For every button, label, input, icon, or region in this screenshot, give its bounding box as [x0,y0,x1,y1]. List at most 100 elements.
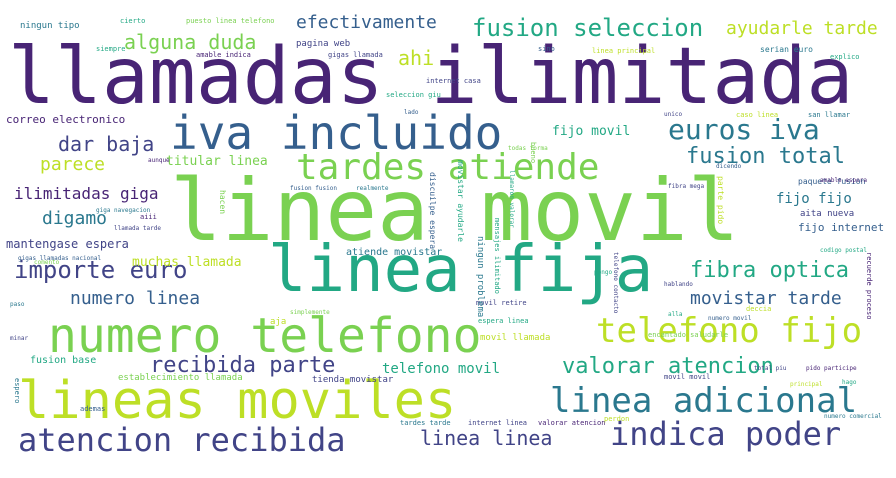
word: simplemente [290,309,330,316]
word: movistar ayudarle [456,160,465,242]
word: perdon [604,415,630,423]
word: total piu [754,365,787,372]
word: fusion base [30,355,97,366]
word: llamaron valorar [508,170,515,228]
word: siempre [96,45,126,53]
word: alla [668,311,683,318]
word: alguna duda [124,30,257,54]
word: ilimitadas giga [14,184,159,203]
word: fijo internet [798,221,885,234]
word: ademas [80,405,106,413]
word: ayudarle tarde [726,18,878,39]
word: internet linea [468,419,528,427]
word: fijo fijo [776,191,852,207]
word: principal [790,381,823,388]
word: amable indica [196,51,251,59]
word: bueno [529,142,537,164]
word: todas forma [508,145,548,152]
word: minar [10,335,29,342]
word: lineas moviles [18,371,457,431]
word: valorar atencion [562,354,774,379]
word: linea linea [420,426,553,450]
word: espera linea [478,317,529,325]
word: movistar tarde [690,288,842,309]
word: deccia [746,305,772,313]
word: puesto linea telefono [186,17,275,25]
word: fijo movil [552,124,631,139]
word: cierto [120,17,146,25]
word: indica poder [610,415,842,453]
word: encantado saludarle [648,331,729,339]
word: recuerde proceso [865,252,873,320]
word: hacen [218,190,227,215]
word: digamo [42,208,108,229]
word: linea adicional [550,381,858,421]
word: euros iva [668,113,820,146]
word: aunque [148,157,170,164]
word: correo electronico [6,113,126,126]
word: numero comercial [824,413,882,420]
word: fusion total [686,144,845,169]
word: caso linea [736,111,779,119]
word: pido participe [806,365,857,372]
word: linea principal [592,47,656,55]
word: aita nueva [800,209,855,219]
word: iva incluido [170,106,503,160]
word: llamadas ilimitada [8,32,854,122]
word: telefono fijo [596,311,863,351]
word: lado [404,109,419,116]
word: llamada tarde [114,225,161,232]
word: sino [538,45,555,53]
word: unico [664,111,683,118]
word: establecimiento llamada [118,373,243,383]
word: numero linea [70,288,201,309]
word: hago [842,379,857,386]
word: tardes tarde [400,419,451,427]
word: linea movil [170,161,740,261]
word: telefono contacto [612,252,619,314]
word: recibida parte [150,353,336,378]
word: mensajes ilimitado [493,218,501,294]
word: pagina web [296,39,351,49]
word: parece [40,154,106,175]
word: paquete fusion [798,177,866,186]
word: valorar atencion [538,419,606,427]
word: linea fija [268,233,654,307]
word: serian euro [760,45,813,54]
word: numero telefono [48,308,482,364]
word: atiende movistar [346,247,443,258]
word: amable espera [820,177,867,184]
word: importe euro [14,256,188,284]
word: hablando [664,281,693,288]
word: paso [10,301,25,308]
word: fusion seleccion [472,14,704,42]
word: fusion fusion [290,185,337,192]
word: ningun problema [475,236,485,318]
word: aja [270,317,287,327]
word: codigo postal [820,247,867,254]
word: parte pido [716,176,725,225]
word: seleccion giu [386,91,441,99]
word: tienda movistar [312,375,394,385]
word: ahi [398,46,435,70]
word: fibra optica [690,258,849,283]
word: pongo [594,269,613,276]
word: discuilpe espera [428,172,437,250]
word: atencion recibida [18,421,346,459]
word: tardes atiende [296,147,600,188]
word: comento [34,259,60,266]
word: mantengase espera [6,237,129,251]
word: titular linea [166,154,268,169]
word: movil llamada [480,333,551,343]
word: explico [830,53,860,61]
word: fibra mega [668,183,705,190]
word: movil movil [664,373,711,381]
word: espero [13,378,21,404]
word: dar baja [58,132,155,156]
word: aiii [140,213,157,221]
word: movil retire [476,299,527,307]
word: dicendo [716,163,742,170]
word: gigas llamada [328,51,383,59]
word: internet casa [426,77,481,85]
word: gigas llamadas nacional [18,255,102,262]
